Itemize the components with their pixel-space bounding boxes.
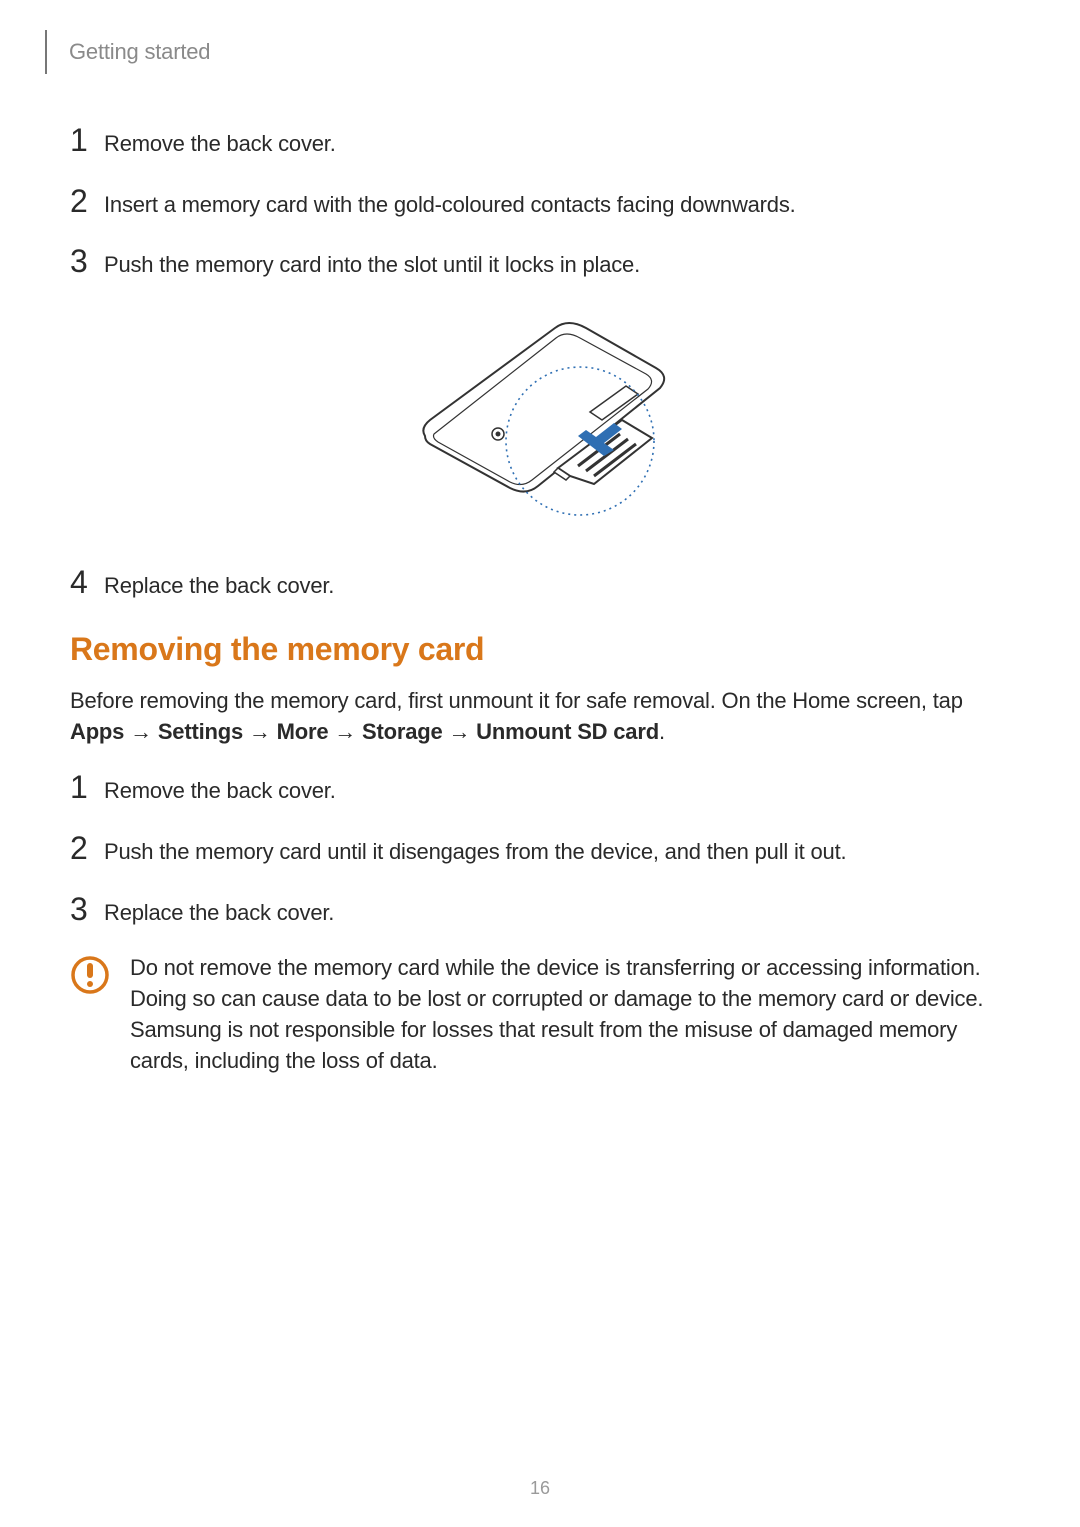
step-text: Remove the back cover. xyxy=(104,129,336,159)
step-number: 3 xyxy=(70,893,104,925)
list-item: 2 Insert a memory card with the gold-col… xyxy=(70,185,1010,220)
step-text: Remove the back cover. xyxy=(104,776,336,806)
list-item: 3 Replace the back cover. xyxy=(70,893,1010,928)
memory-card-figure xyxy=(70,306,1010,536)
manual-page: Getting started 1 Remove the back cover.… xyxy=(0,0,1080,1527)
step-text: Insert a memory card with the gold-colou… xyxy=(104,190,796,220)
running-header: Getting started xyxy=(45,30,1010,74)
insert-steps-list-b: 4 Replace the back cover. xyxy=(70,566,1010,601)
header-rule xyxy=(45,30,47,74)
intro-tail: . xyxy=(659,719,665,744)
page-number: 16 xyxy=(0,1478,1080,1499)
list-item: 4 Replace the back cover. xyxy=(70,566,1010,601)
heading-removing: Removing the memory card xyxy=(70,631,1010,668)
step-text: Replace the back cover. xyxy=(104,571,334,601)
list-item: 1 Remove the back cover. xyxy=(70,771,1010,806)
intro-paragraph: Before removing the memory card, first u… xyxy=(70,686,1010,748)
list-item: 2 Push the memory card until it disengag… xyxy=(70,832,1010,867)
list-item: 1 Remove the back cover. xyxy=(70,124,1010,159)
step-number: 2 xyxy=(70,185,104,217)
list-item: 3 Push the memory card into the slot unt… xyxy=(70,245,1010,280)
step-text: Replace the back cover. xyxy=(104,898,334,928)
step-text: Push the memory card until it disengages… xyxy=(104,837,846,867)
step-number: 4 xyxy=(70,566,104,598)
step-number: 1 xyxy=(70,124,104,156)
step-number: 3 xyxy=(70,245,104,277)
step-number: 2 xyxy=(70,832,104,864)
remove-steps-list: 1 Remove the back cover. 2 Push the memo… xyxy=(70,771,1010,927)
memory-card-diagram-icon xyxy=(390,306,690,536)
caution-callout: Do not remove the memory card while the … xyxy=(70,953,1010,1076)
step-text: Push the memory card into the slot until… xyxy=(104,250,640,280)
section-title: Getting started xyxy=(69,39,210,65)
insert-steps-list-a: 1 Remove the back cover. 2 Insert a memo… xyxy=(70,124,1010,280)
caution-text: Do not remove the memory card while the … xyxy=(130,953,1010,1076)
intro-plain: Before removing the memory card, first u… xyxy=(70,688,963,713)
intro-nav-path: Apps → Settings → More → Storage → Unmou… xyxy=(70,719,659,744)
step-number: 1 xyxy=(70,771,104,803)
caution-icon xyxy=(70,953,130,1076)
